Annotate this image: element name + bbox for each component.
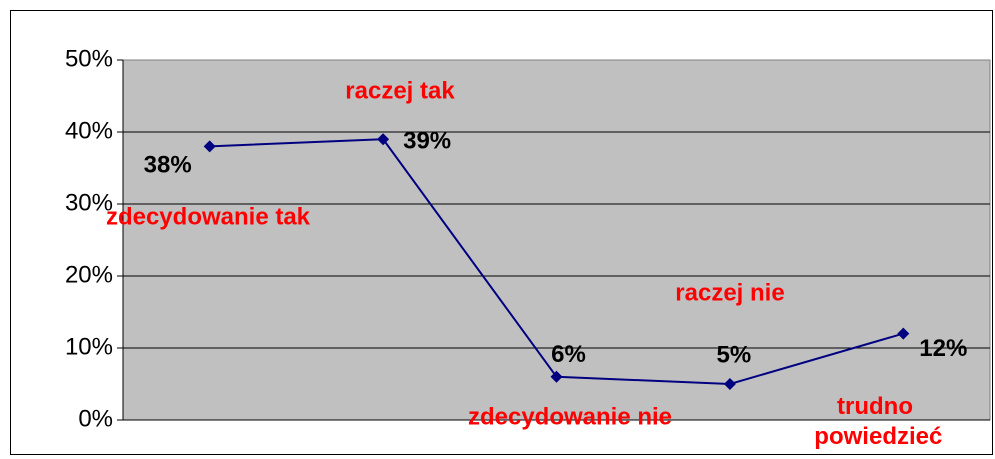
category-label: trudno powiedzieć — [808, 393, 943, 450]
category-label-line: trudno — [837, 393, 913, 420]
plot-area — [122, 59, 991, 421]
point — [897, 327, 910, 340]
category-label-line: powiedzieć — [808, 423, 943, 450]
value-label: 5% — [717, 341, 752, 368]
point — [723, 378, 736, 390]
value-label: 12% — [919, 335, 967, 362]
y-tick-label: 40% — [65, 117, 113, 144]
y-tick-label: 20% — [65, 261, 113, 288]
category-label: zdecydowanie tak — [106, 203, 311, 230]
y-tick-label: 0% — [78, 405, 113, 432]
value-label: 39% — [403, 128, 451, 155]
category-label: raczej tak — [345, 77, 455, 104]
point — [377, 133, 390, 146]
point — [550, 370, 563, 383]
y-tick-label: 50% — [65, 45, 113, 72]
category-label: raczej nie — [675, 279, 784, 306]
value-label: 38% — [144, 152, 192, 179]
point — [203, 140, 216, 153]
y-tick-label: 10% — [65, 333, 113, 360]
category-label: zdecydowanie nie — [468, 403, 672, 430]
value-label: 6% — [551, 341, 586, 368]
y-tick-label: 30% — [65, 189, 113, 216]
